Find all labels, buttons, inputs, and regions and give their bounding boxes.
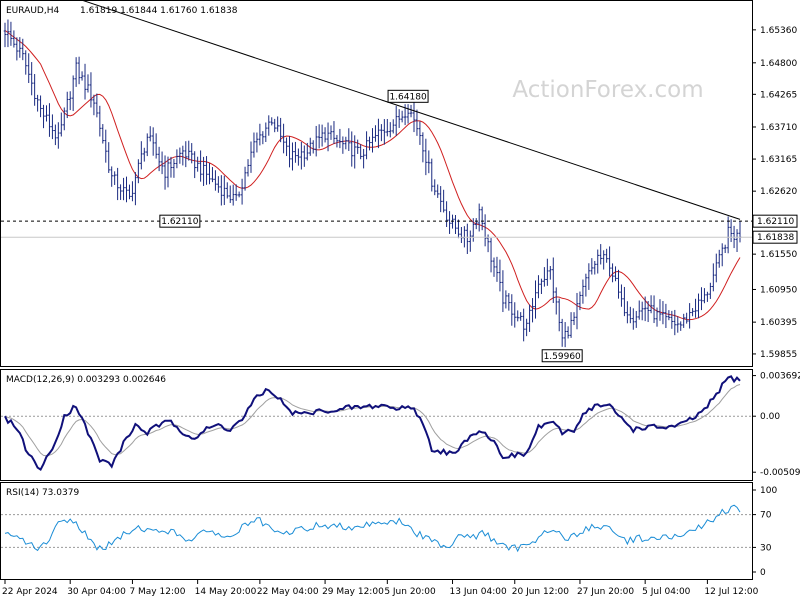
price-y-tick-label: 1.63165 [760, 155, 797, 165]
price-title: EURAUD,H4 [6, 6, 59, 16]
rsi-y-tick-label: 30 [760, 543, 772, 553]
time-tick-label: 30 Apr 04:00 [67, 587, 126, 597]
price-bars [3, 19, 742, 348]
macd-y-tick-label: 0.00 [760, 412, 780, 422]
time-tick-label: 5 Jun 20:00 [384, 587, 436, 597]
time-tick-label: 27 Jun 20:00 [577, 587, 634, 597]
support-level-label: 1.62110 [757, 217, 794, 227]
price-y-tick-label: 1.64800 [760, 59, 797, 69]
rsi-pane [0, 482, 753, 580]
rsi-y-tick-label: 100 [760, 486, 777, 496]
time-tick-label: 22 May 04:00 [257, 587, 319, 597]
price-y-tick-label: 1.64265 [760, 90, 797, 100]
price-y-tick-label: 1.61550 [760, 250, 797, 260]
time-axis: 22 Apr 2024 30 Apr 04:00 7 May 12:00 14 May… [2, 580, 759, 597]
current-price-tag [752, 230, 798, 244]
time-tick-label: 13 Jun 04:00 [450, 587, 507, 597]
price-y-axis: 1.65360 1.64800 1.64265 1.63710 1.63165 1.626… [752, 26, 797, 360]
time-tick-label: 12 Jul 12:00 [704, 587, 758, 597]
price-y-tick-label: 1.60395 [760, 318, 797, 328]
time-tick-label: 29 May 12:00 [322, 587, 384, 597]
macd-line [4, 375, 741, 472]
price-y-tick-label: 1.59855 [760, 350, 797, 360]
rsi-y-axis: 100 70 30 0 [1, 486, 777, 578]
time-tick-label: 7 May 12:00 [129, 587, 185, 597]
price-annotation-box [159, 214, 201, 228]
price-overlay: 1.62110 1.61838 1.64180 1.62110 1.59960 [1, 0, 798, 363]
rsi-line [4, 504, 741, 553]
time-tick-label: 20 Jun 12:00 [512, 587, 569, 597]
time-tick-label: 14 May 20:00 [195, 587, 257, 597]
rsi-y-tick-label: 0 [760, 568, 766, 578]
macd-y-axis: 0.003692 0.00 -0.005091 [1, 372, 800, 478]
rsi-title: RSI(14) 73.0379 [6, 488, 79, 498]
price-annotation-label: 1.62110 [161, 217, 198, 227]
price-annotation-box [387, 89, 429, 103]
price-y-tick-label: 1.63710 [760, 123, 797, 133]
price-annotation-label: 1.64180 [389, 92, 426, 102]
current-price-label: 1.61838 [757, 233, 794, 243]
price-y-tick-label: 1.60950 [760, 285, 797, 295]
macd-title: MACD(12,26,9) 0.003293 0.002646 [6, 375, 166, 385]
price-y-tick-label: 1.65360 [760, 26, 797, 36]
support-level-tag [752, 214, 798, 228]
time-tick-label: 22 Apr 2024 [2, 587, 58, 597]
ohlc-readout: 1.61819 1.61844 1.61760 1.61838 [80, 6, 238, 16]
price-annotation-label: 1.59960 [544, 352, 581, 362]
time-tick-label: 5 Jul 04:00 [642, 587, 691, 597]
rsi-line [4, 504, 741, 553]
macd-y-tick-label: -0.005091 [760, 468, 800, 478]
macd-y-tick-label: 0.003692 [760, 372, 800, 382]
price-y-tick-label: 1.62620 [760, 187, 797, 197]
price-annotation-box [541, 349, 583, 363]
trendline [79, 0, 741, 220]
watermark: ActionForex.com [512, 77, 703, 103]
macd-lines [4, 375, 741, 472]
rsi-y-tick-label: 70 [760, 511, 772, 521]
